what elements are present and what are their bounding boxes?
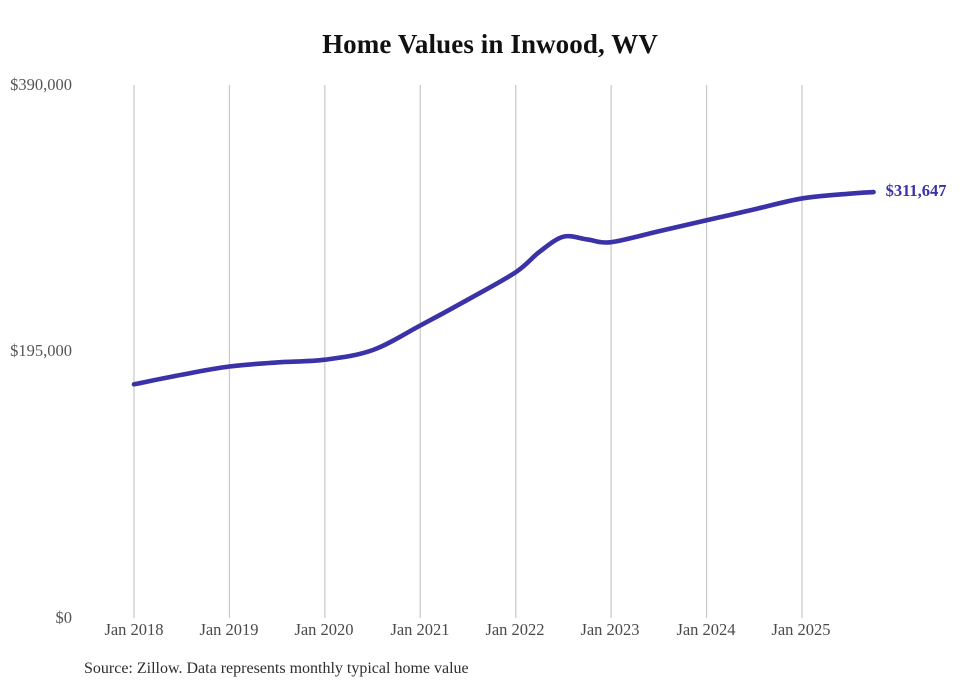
source-footnote: Source: Zillow. Data represents monthly … — [84, 660, 469, 677]
x-axis-tick-label-5: Jan 2023 — [580, 620, 640, 639]
y-axis-tick-label-top: $390,000 — [10, 75, 72, 94]
x-axis-tick-label-4: Jan 2022 — [485, 620, 545, 639]
x-axis-tick-label-3: Jan 2021 — [390, 620, 450, 639]
x-axis-tick-label-1: Jan 2019 — [199, 620, 259, 639]
x-axis-tick-label-2: Jan 2020 — [294, 620, 354, 639]
value-line-series — [131, 189, 876, 387]
end-value-annotation: $311,647 — [885, 181, 947, 201]
x-axis-tick-label-7: Jan 2025 — [771, 620, 831, 639]
y-axis-tick-label-bottom: $0 — [55, 608, 73, 627]
vertical-gridlines — [133, 85, 803, 618]
x-axis-tick-label-0: Jan 2018 — [104, 620, 164, 639]
x-axis-tick-label-6: Jan 2024 — [676, 620, 736, 639]
y-axis-tick-label-mid: $195,000 — [10, 341, 72, 360]
chart-title: Home Values in Inwood, WV — [322, 29, 658, 59]
